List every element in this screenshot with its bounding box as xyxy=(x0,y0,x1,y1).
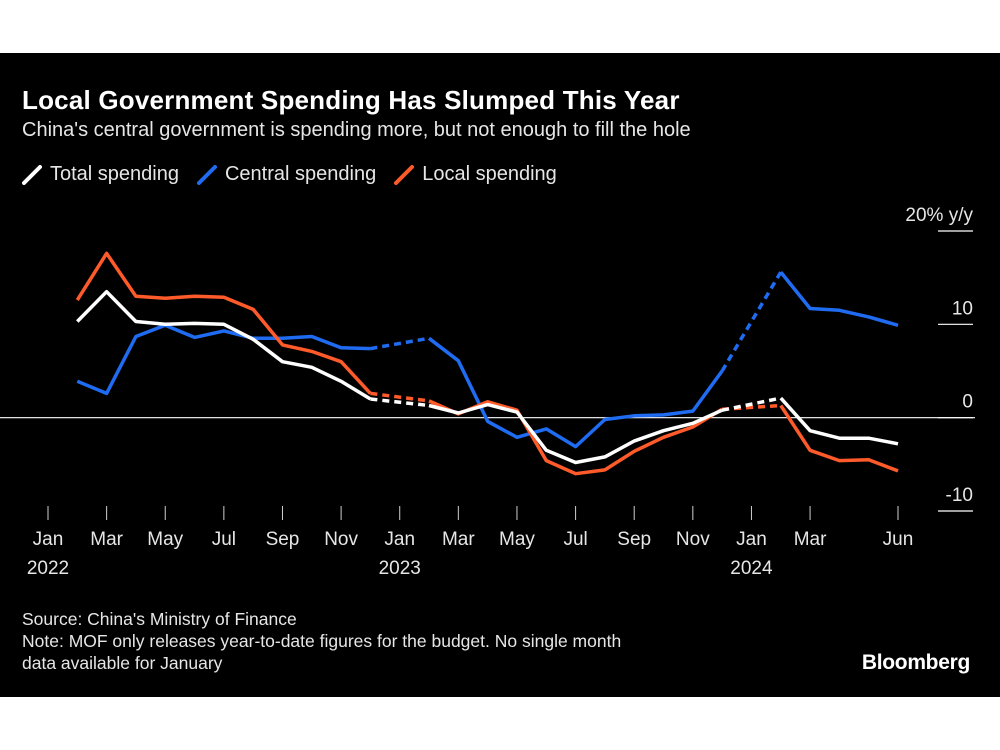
x-tick-label: Jun xyxy=(883,529,914,550)
legend-item-central: Central spending xyxy=(196,163,377,186)
series-line-total-spending-dashed xyxy=(370,397,430,408)
series-line-local-spending xyxy=(779,404,899,473)
legend-label-central: Central spending xyxy=(224,163,377,185)
y-tick-label: 10 xyxy=(952,298,973,319)
y-tick-label: 20% y/y xyxy=(905,205,973,226)
x-tick-label: Jan xyxy=(384,529,415,550)
y-tick-label: -10 xyxy=(946,485,973,506)
series-line-local-spending xyxy=(75,251,372,395)
x-tick-label: Nov xyxy=(324,529,358,550)
methodology-note-line-1: Note: MOF only releases year-to-date fig… xyxy=(22,631,622,651)
legend-label-local: Local spending xyxy=(422,163,557,185)
legend: Total spending Central spending Local sp… xyxy=(22,163,557,186)
legend-swatch-local-icon xyxy=(394,164,415,185)
series-line-central-spending xyxy=(779,271,899,327)
x-tick-label: Nov xyxy=(676,529,710,550)
legend-swatch-central-icon xyxy=(196,164,217,185)
legend-swatch-total-icon xyxy=(22,164,42,185)
methodology-note-line-2: data available for January xyxy=(22,653,223,673)
chart-title: Local Government Spending Has Slumped Th… xyxy=(22,85,680,115)
x-tick-label: Mar xyxy=(90,529,123,550)
chart-subtitle: China's central government is spending m… xyxy=(22,119,691,141)
chart-panel: Local Government Spending Has Slumped Th… xyxy=(0,53,1000,697)
x-tick-label: Sep xyxy=(266,529,300,550)
x-tick-label: Mar xyxy=(442,529,475,550)
series-line-central-spending-dashed xyxy=(720,271,783,372)
x-tick-label: Jul xyxy=(563,529,587,550)
series-line-central-spending-dashed xyxy=(370,336,430,351)
series-line-total-spending xyxy=(76,289,372,401)
x-tick-label: Jan xyxy=(33,529,64,550)
x-tick-label: Mar xyxy=(794,529,827,550)
x-tick-label: Jan xyxy=(736,529,767,550)
series-line-local-spending-dashed xyxy=(721,403,781,412)
x-tick-label: Jul xyxy=(212,529,236,550)
y-tick-label: 0 xyxy=(962,392,973,413)
series-line-local-spending-dashed xyxy=(370,391,430,403)
legend-item-total: Total spending xyxy=(22,163,179,186)
series-line-total-spending-dashed xyxy=(721,396,782,412)
x-tick-year-label: 2024 xyxy=(730,558,773,579)
x-tick-year-label: 2022 xyxy=(27,558,69,579)
x-tick-label: May xyxy=(147,529,183,550)
bloomberg-logo: Bloomberg xyxy=(861,651,970,674)
series-line-central-spending xyxy=(427,336,724,449)
footnote: Source: China's Ministry of Finance Note… xyxy=(22,608,621,674)
series-line-central-spending xyxy=(76,323,371,396)
legend-item-local: Local spending xyxy=(394,163,557,186)
x-tick-year-label: 2023 xyxy=(379,558,421,579)
legend-label-total: Total spending xyxy=(50,163,179,185)
series-line-total-spending xyxy=(428,402,723,465)
x-tick-label: May xyxy=(499,529,535,550)
source-note: Source: China's Ministry of Finance xyxy=(22,609,297,629)
x-tick-label: Sep xyxy=(617,529,651,550)
line-chart: 20% y/y 10 0 -10 Jan 2022 Mar May Jul Sep Nov Jan 20… xyxy=(0,205,975,579)
series-line-total-spending xyxy=(779,396,899,446)
